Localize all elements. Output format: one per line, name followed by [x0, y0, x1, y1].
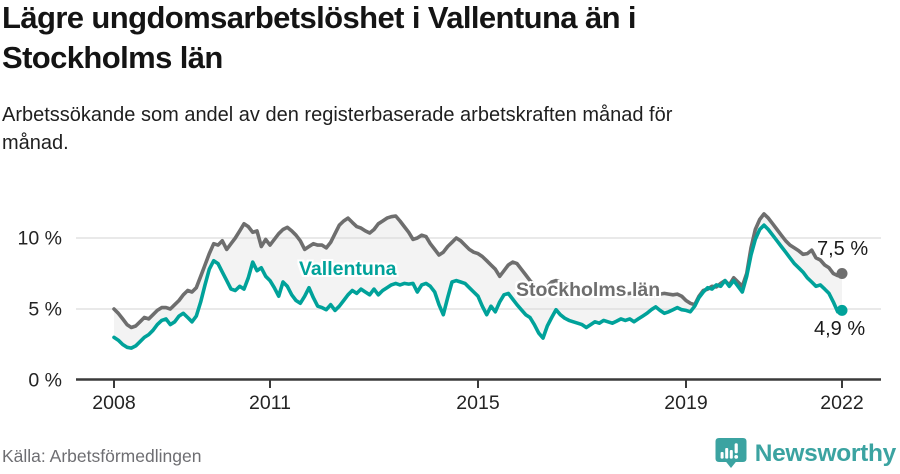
chart-subtitle: Arbetssökande som andel av den registerb… [2, 104, 673, 155]
svg-text:2011: 2011 [249, 392, 291, 414]
chart-title: Lägre ungdomsarbetslöshet i Vallentuna ä… [2, 0, 637, 75]
svg-text:2022: 2022 [820, 392, 863, 414]
svg-text:2015: 2015 [456, 392, 500, 414]
svg-text:5 %: 5 % [28, 299, 62, 321]
stockholms-lan-series-label: Stockholms län [516, 279, 661, 301]
stockholms-lan-end-value-label: 7,5 % [817, 238, 869, 260]
vallentuna-end-value-label: 4,9 % [814, 318, 866, 340]
svg-text:2019: 2019 [664, 392, 707, 414]
newsworthy-logo: Newsworthy [714, 437, 896, 470]
svg-text:0 %: 0 % [28, 370, 62, 392]
brand-name: Newsworthy [754, 439, 897, 467]
svg-text:10 %: 10 % [18, 228, 62, 250]
source-note: Källa: Arbetsförmedlingen [2, 446, 202, 466]
vallentuna-series-label: Vallentuna [299, 258, 397, 280]
bar-chart-speech-bubble-icon [715, 438, 747, 468]
svg-text:2008: 2008 [92, 392, 135, 414]
